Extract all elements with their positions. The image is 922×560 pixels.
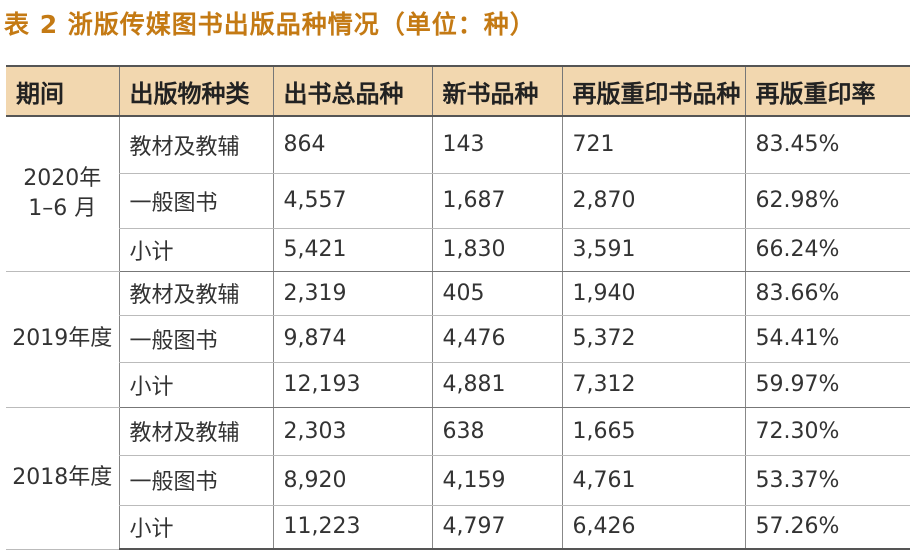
category-cell: 一般图书 bbox=[118, 173, 273, 229]
category-cell: 小计 bbox=[118, 505, 273, 550]
reprint-cell: 7,312 bbox=[561, 362, 745, 408]
new-cell: 638 bbox=[431, 407, 562, 456]
rate-cell: 83.66% bbox=[744, 271, 910, 316]
total-cell: 12,193 bbox=[272, 362, 432, 408]
reprint-cell: 2,870 bbox=[561, 173, 745, 229]
new-cell: 4,881 bbox=[431, 362, 562, 408]
total-cell: 11,223 bbox=[272, 505, 432, 550]
total-cell: 8,920 bbox=[272, 455, 432, 506]
rate-cell: 72.30% bbox=[744, 407, 910, 456]
category-cell: 一般图书 bbox=[118, 455, 273, 506]
period-cell: 2019年度 bbox=[6, 271, 119, 408]
category-cell: 小计 bbox=[118, 362, 273, 408]
total-cell: 2,303 bbox=[272, 407, 432, 456]
table-row: 2018年度 教材及教辅 2,303 638 1,665 72.30% bbox=[6, 407, 910, 550]
header-reprint-titles: 再版重印书品种 bbox=[561, 65, 745, 117]
rate-cell: 57.26% bbox=[744, 505, 910, 550]
reprint-cell: 5,372 bbox=[561, 315, 745, 363]
total-cell: 2,319 bbox=[272, 271, 432, 316]
reprint-cell: 4,761 bbox=[561, 455, 745, 506]
rate-cell: 83.45% bbox=[744, 116, 910, 174]
new-cell: 1,830 bbox=[431, 228, 562, 272]
table-row: 2019年度 教材及教辅 2,319 405 1,940 83.66% bbox=[6, 271, 910, 408]
table-header-row: 期间 出版物种类 出书总品种 新书品种 再版重印书品种 再版重印率 bbox=[6, 65, 910, 117]
table-title: 表 2 浙版传媒图书出版品种情况（单位：种） bbox=[4, 10, 536, 39]
category-cell: 一般图书 bbox=[118, 315, 273, 363]
reprint-cell: 6,426 bbox=[561, 505, 745, 550]
header-reprint-rate: 再版重印率 bbox=[744, 65, 910, 117]
rate-cell: 62.98% bbox=[744, 173, 910, 229]
rate-cell: 66.24% bbox=[744, 228, 910, 272]
header-new-titles: 新书品种 bbox=[431, 65, 562, 117]
new-cell: 1,687 bbox=[431, 173, 562, 229]
header-total-titles: 出书总品种 bbox=[272, 65, 432, 117]
header-category: 出版物种类 bbox=[118, 65, 273, 117]
reprint-cell: 1,940 bbox=[561, 271, 745, 316]
header-period: 期间 bbox=[6, 65, 119, 117]
rate-cell: 54.41% bbox=[744, 315, 910, 363]
new-cell: 4,159 bbox=[431, 455, 562, 506]
total-cell: 9,874 bbox=[272, 315, 432, 363]
new-cell: 143 bbox=[431, 116, 562, 174]
rate-cell: 53.37% bbox=[744, 455, 910, 506]
publishing-table: 期间 出版物种类 出书总品种 新书品种 再版重印书品种 再版重印率 2020年 … bbox=[6, 65, 910, 550]
category-cell: 教材及教辅 bbox=[118, 271, 273, 316]
table-row: 小计 12,193 4,881 7,312 59.97% bbox=[6, 362, 910, 408]
new-cell: 4,797 bbox=[431, 505, 562, 550]
table-row: 2020年 1–6 月 教材及教辅 864 143 721 83.45% bbox=[6, 116, 910, 272]
reprint-cell: 1,665 bbox=[561, 407, 745, 456]
category-cell: 教材及教辅 bbox=[118, 407, 273, 456]
category-cell: 教材及教辅 bbox=[118, 116, 273, 174]
period-cell: 2018年度 bbox=[6, 407, 119, 550]
reprint-cell: 721 bbox=[561, 116, 745, 174]
total-cell: 4,557 bbox=[272, 173, 432, 229]
table-row: 一般图书 8,920 4,159 4,761 53.37% bbox=[6, 455, 910, 506]
category-cell: 小计 bbox=[118, 228, 273, 272]
table-row: 一般图书 4,557 1,687 2,870 62.98% bbox=[6, 173, 910, 229]
new-cell: 405 bbox=[431, 271, 562, 316]
rate-cell: 59.97% bbox=[744, 362, 910, 408]
total-cell: 864 bbox=[272, 116, 432, 174]
table-row: 小计 5,421 1,830 3,591 66.24% bbox=[6, 228, 910, 272]
total-cell: 5,421 bbox=[272, 228, 432, 272]
table-row: 一般图书 9,874 4,476 5,372 54.41% bbox=[6, 315, 910, 363]
new-cell: 4,476 bbox=[431, 315, 562, 363]
period-cell: 2020年 1–6 月 bbox=[6, 116, 119, 272]
table-row: 小计 11,223 4,797 6,426 57.26% bbox=[6, 505, 910, 550]
reprint-cell: 3,591 bbox=[561, 228, 745, 272]
